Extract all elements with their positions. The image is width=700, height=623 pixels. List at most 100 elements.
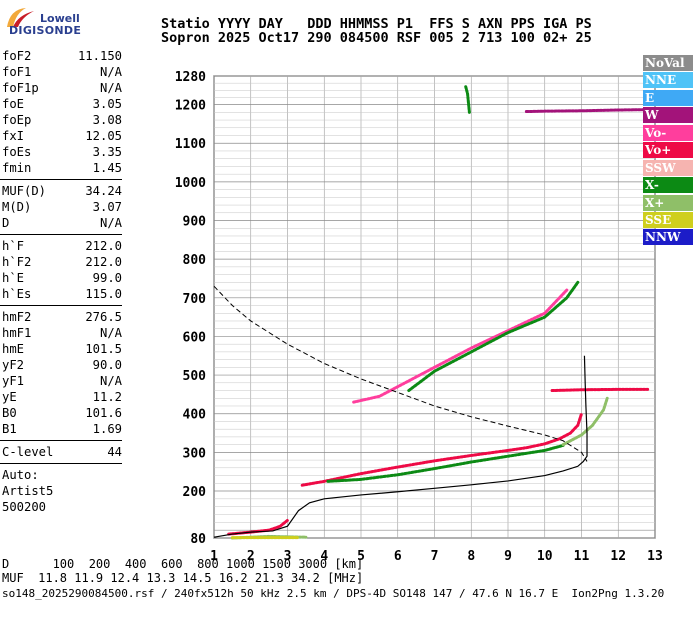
x-tick-label: 5 xyxy=(357,549,365,564)
footer-distance-line: D 100 200 400 600 800 1000 1500 3000 [km… xyxy=(2,557,364,571)
param-group-virtual-heights: h`F 212.0 h`F2 212.0 h`E 99.0 h`Es 115.0 xyxy=(0,238,128,302)
param-group-confidence: C-level 44 xyxy=(0,444,128,460)
legend-item-e: E xyxy=(643,89,693,106)
divider xyxy=(0,179,122,180)
echo-trace-w xyxy=(525,108,650,114)
param-value: 11.2 xyxy=(92,390,122,404)
param-row: B1 1.69 xyxy=(0,421,128,437)
logo-text-bottom: DIGISONDE xyxy=(9,24,82,37)
param-name: h`E xyxy=(2,271,25,285)
autoscaler-info: Auto: Artist5 500200 xyxy=(0,467,128,515)
param-row: foF2 11.150 xyxy=(0,48,128,64)
legend-item-ssw: SSW xyxy=(643,159,693,176)
x-tick-label: 3 xyxy=(284,549,292,564)
auto-label: Artist5 xyxy=(0,483,128,499)
legend-item-nnw: NNW xyxy=(643,229,693,246)
param-value: 3.35 xyxy=(92,145,122,159)
y-tick-label: 400 xyxy=(183,408,207,423)
param-name: B0 xyxy=(2,406,17,420)
legend-item-noval: NoVal xyxy=(643,55,693,71)
param-row: D N/A xyxy=(0,215,128,231)
param-value: 115.0 xyxy=(85,287,122,301)
param-value: N/A xyxy=(99,216,122,230)
param-value: 1.69 xyxy=(92,422,122,436)
x-tick-label: 9 xyxy=(504,549,512,564)
param-value: N/A xyxy=(99,326,122,340)
echo-trace-vo- xyxy=(550,387,650,393)
electron-density-profile xyxy=(214,355,588,538)
ionogram-svg: 1 2 3 4 5 6 7 8 9 10 11 12 1380200300400500600700800… xyxy=(175,70,663,564)
param-row: h`E 99.0 xyxy=(0,270,128,286)
x-tick-label: 1 xyxy=(210,549,218,564)
param-name: M(D) xyxy=(2,200,32,214)
y-tick-label: 600 xyxy=(183,330,207,345)
param-row: hmF1 N/A xyxy=(0,325,128,341)
auto-line-1: Auto: xyxy=(2,468,39,482)
footer-file-line: so148_2025290084500.rsf / 240fx512h 50 k… xyxy=(2,587,665,600)
legend-item-sse: SSE xyxy=(643,211,693,228)
x-tick-label: 8 xyxy=(468,549,476,564)
echo-trace-x- xyxy=(464,85,472,114)
auto-label: Auto: xyxy=(0,467,128,483)
divider xyxy=(0,234,122,235)
ionogram-chart: 1 2 3 4 5 6 7 8 9 10 11 12 13 80 200 300 400 500 600 700 800… xyxy=(175,70,663,564)
auto-label: 500200 xyxy=(0,499,128,515)
param-row: M(D) 3.07 xyxy=(0,199,128,215)
param-row: B0 101.6 xyxy=(0,405,128,421)
param-group-frequencies: foF2 11.150 foF1 N/A foF1p N/A foE 3.05 foEp… xyxy=(0,48,128,176)
x-tick-label: 10 xyxy=(537,549,553,564)
param-name: MUF(D) xyxy=(2,184,47,198)
param-value: 1.45 xyxy=(92,161,122,175)
echo-trace-vo- xyxy=(300,412,584,487)
param-value: 3.08 xyxy=(92,113,122,127)
param-group-true-heights: hmF2 276.5 hmF1 N/A hmE 101.5 yF2 90.0 yF1 N/… xyxy=(0,309,128,437)
param-row: yF1 N/A xyxy=(0,373,128,389)
y-tick-label: 80 xyxy=(191,532,207,547)
y-tick-label: 1000 xyxy=(175,176,206,191)
echo-trace-x- xyxy=(326,443,565,483)
y-tick-label: 1280 xyxy=(175,70,206,85)
param-value: 90.0 xyxy=(92,358,122,372)
echo-trace-x- xyxy=(561,396,609,447)
param-value: 212.0 xyxy=(85,239,122,253)
legend-item-x-: X- xyxy=(643,177,693,194)
x-tick-label: 13 xyxy=(647,549,663,564)
y-tick-label: 1200 xyxy=(175,99,206,114)
legend-item-vo-: Vo+ xyxy=(643,142,693,159)
param-name: foF1 xyxy=(2,65,32,79)
param-row: h`Es 115.0 xyxy=(0,286,128,302)
param-name: h`F2 xyxy=(2,255,32,269)
param-value: 276.5 xyxy=(85,310,122,324)
legend: NoVal NNE E W Vo- Vo+ SSW X- X+ SSE NNW xyxy=(643,55,693,247)
param-value: 212.0 xyxy=(85,255,122,269)
param-row: C-level 44 xyxy=(0,444,128,460)
param-value: 3.05 xyxy=(92,97,122,111)
param-name: C-level xyxy=(2,445,54,459)
param-value: N/A xyxy=(99,65,122,79)
auto-line-3: 500200 xyxy=(2,500,47,514)
x-tick-label: 7 xyxy=(431,549,439,564)
param-row: fmin 1.45 xyxy=(0,160,128,176)
param-name: B1 xyxy=(2,422,17,436)
x-tick-label: 4 xyxy=(321,549,329,564)
param-value: N/A xyxy=(99,81,122,95)
logo-text-top: Lowell xyxy=(40,12,80,25)
param-row: h`F 212.0 xyxy=(0,238,128,254)
y-tick-label: 300 xyxy=(183,446,207,461)
param-value: N/A xyxy=(99,374,122,388)
param-value: 11.150 xyxy=(77,49,122,63)
legend-item-nne: NNE xyxy=(643,72,693,89)
param-value: 3.07 xyxy=(92,200,122,214)
parameter-panel: foF2 11.150 foF1 N/A foF1p N/A foE 3.05 foEp… xyxy=(0,48,128,515)
y-tick-label: 900 xyxy=(183,215,207,230)
y-tick-label: 1100 xyxy=(175,137,206,152)
param-row: foE 3.05 xyxy=(0,96,128,112)
param-name: yF1 xyxy=(2,374,25,388)
param-name: foEp xyxy=(2,113,32,127)
param-name: foF2 xyxy=(2,49,32,63)
param-row: hmF2 276.5 xyxy=(0,309,128,325)
param-row: foEp 3.08 xyxy=(0,112,128,128)
param-row: foF1 N/A xyxy=(0,64,128,80)
param-row: foF1p N/A xyxy=(0,80,128,96)
param-name: foF1p xyxy=(2,81,39,95)
